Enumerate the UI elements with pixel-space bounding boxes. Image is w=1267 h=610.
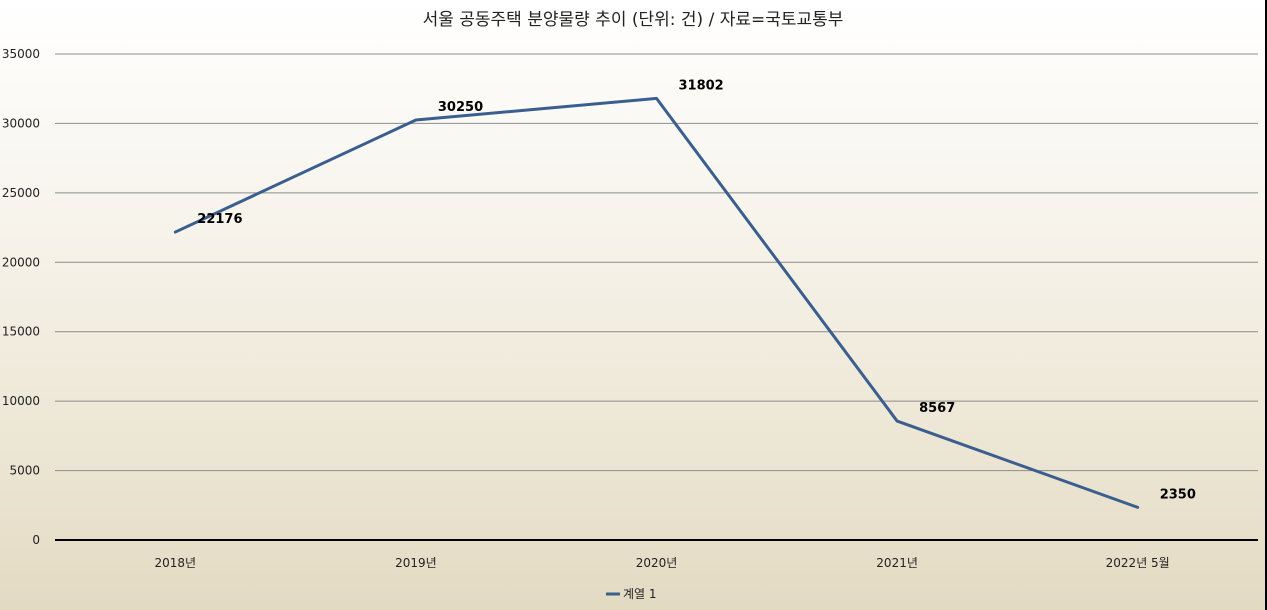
chart-title: 서울 공동주택 분양물량 추이 (단위: 건) / 자료=국토교통부 [423, 10, 844, 30]
y-tick-label: 10000 [2, 394, 40, 408]
data-label: 31802 [679, 78, 724, 93]
y-tick-label: 15000 [2, 325, 40, 339]
legend: 계열 1 [606, 587, 657, 601]
x-tick-label: 2021년 [876, 556, 918, 570]
x-tick-label: 2020년 [636, 556, 678, 570]
y-tick-label: 0 [32, 533, 40, 547]
x-axis-ticks: 2018년 2019년 2020년 2021년 2022년 5월 [155, 556, 1170, 570]
data-label: 30250 [438, 100, 483, 115]
y-tick-label: 20000 [2, 255, 40, 269]
y-tick-label: 5000 [9, 464, 40, 478]
x-tick-label: 2018년 [155, 556, 197, 570]
x-tick-label: 2019년 [395, 556, 437, 570]
legend-label: 계열 1 [623, 587, 657, 601]
data-label: 2350 [1160, 487, 1196, 502]
data-label: 22176 [197, 212, 242, 227]
series-line [175, 98, 1137, 507]
gridlines [55, 54, 1258, 540]
y-tick-label: 30000 [2, 116, 40, 130]
x-tick-label: 2022년 5월 [1106, 556, 1170, 570]
data-label: 8567 [919, 401, 955, 416]
y-tick-label: 35000 [2, 47, 40, 61]
y-axis-ticks: 0 5000 10000 15000 20000 25000 30000 35000 [2, 47, 40, 547]
y-tick-label: 25000 [2, 186, 40, 200]
data-labels: 22176 30250 31802 8567 2350 [197, 78, 1196, 502]
series-lines [175, 98, 1137, 507]
